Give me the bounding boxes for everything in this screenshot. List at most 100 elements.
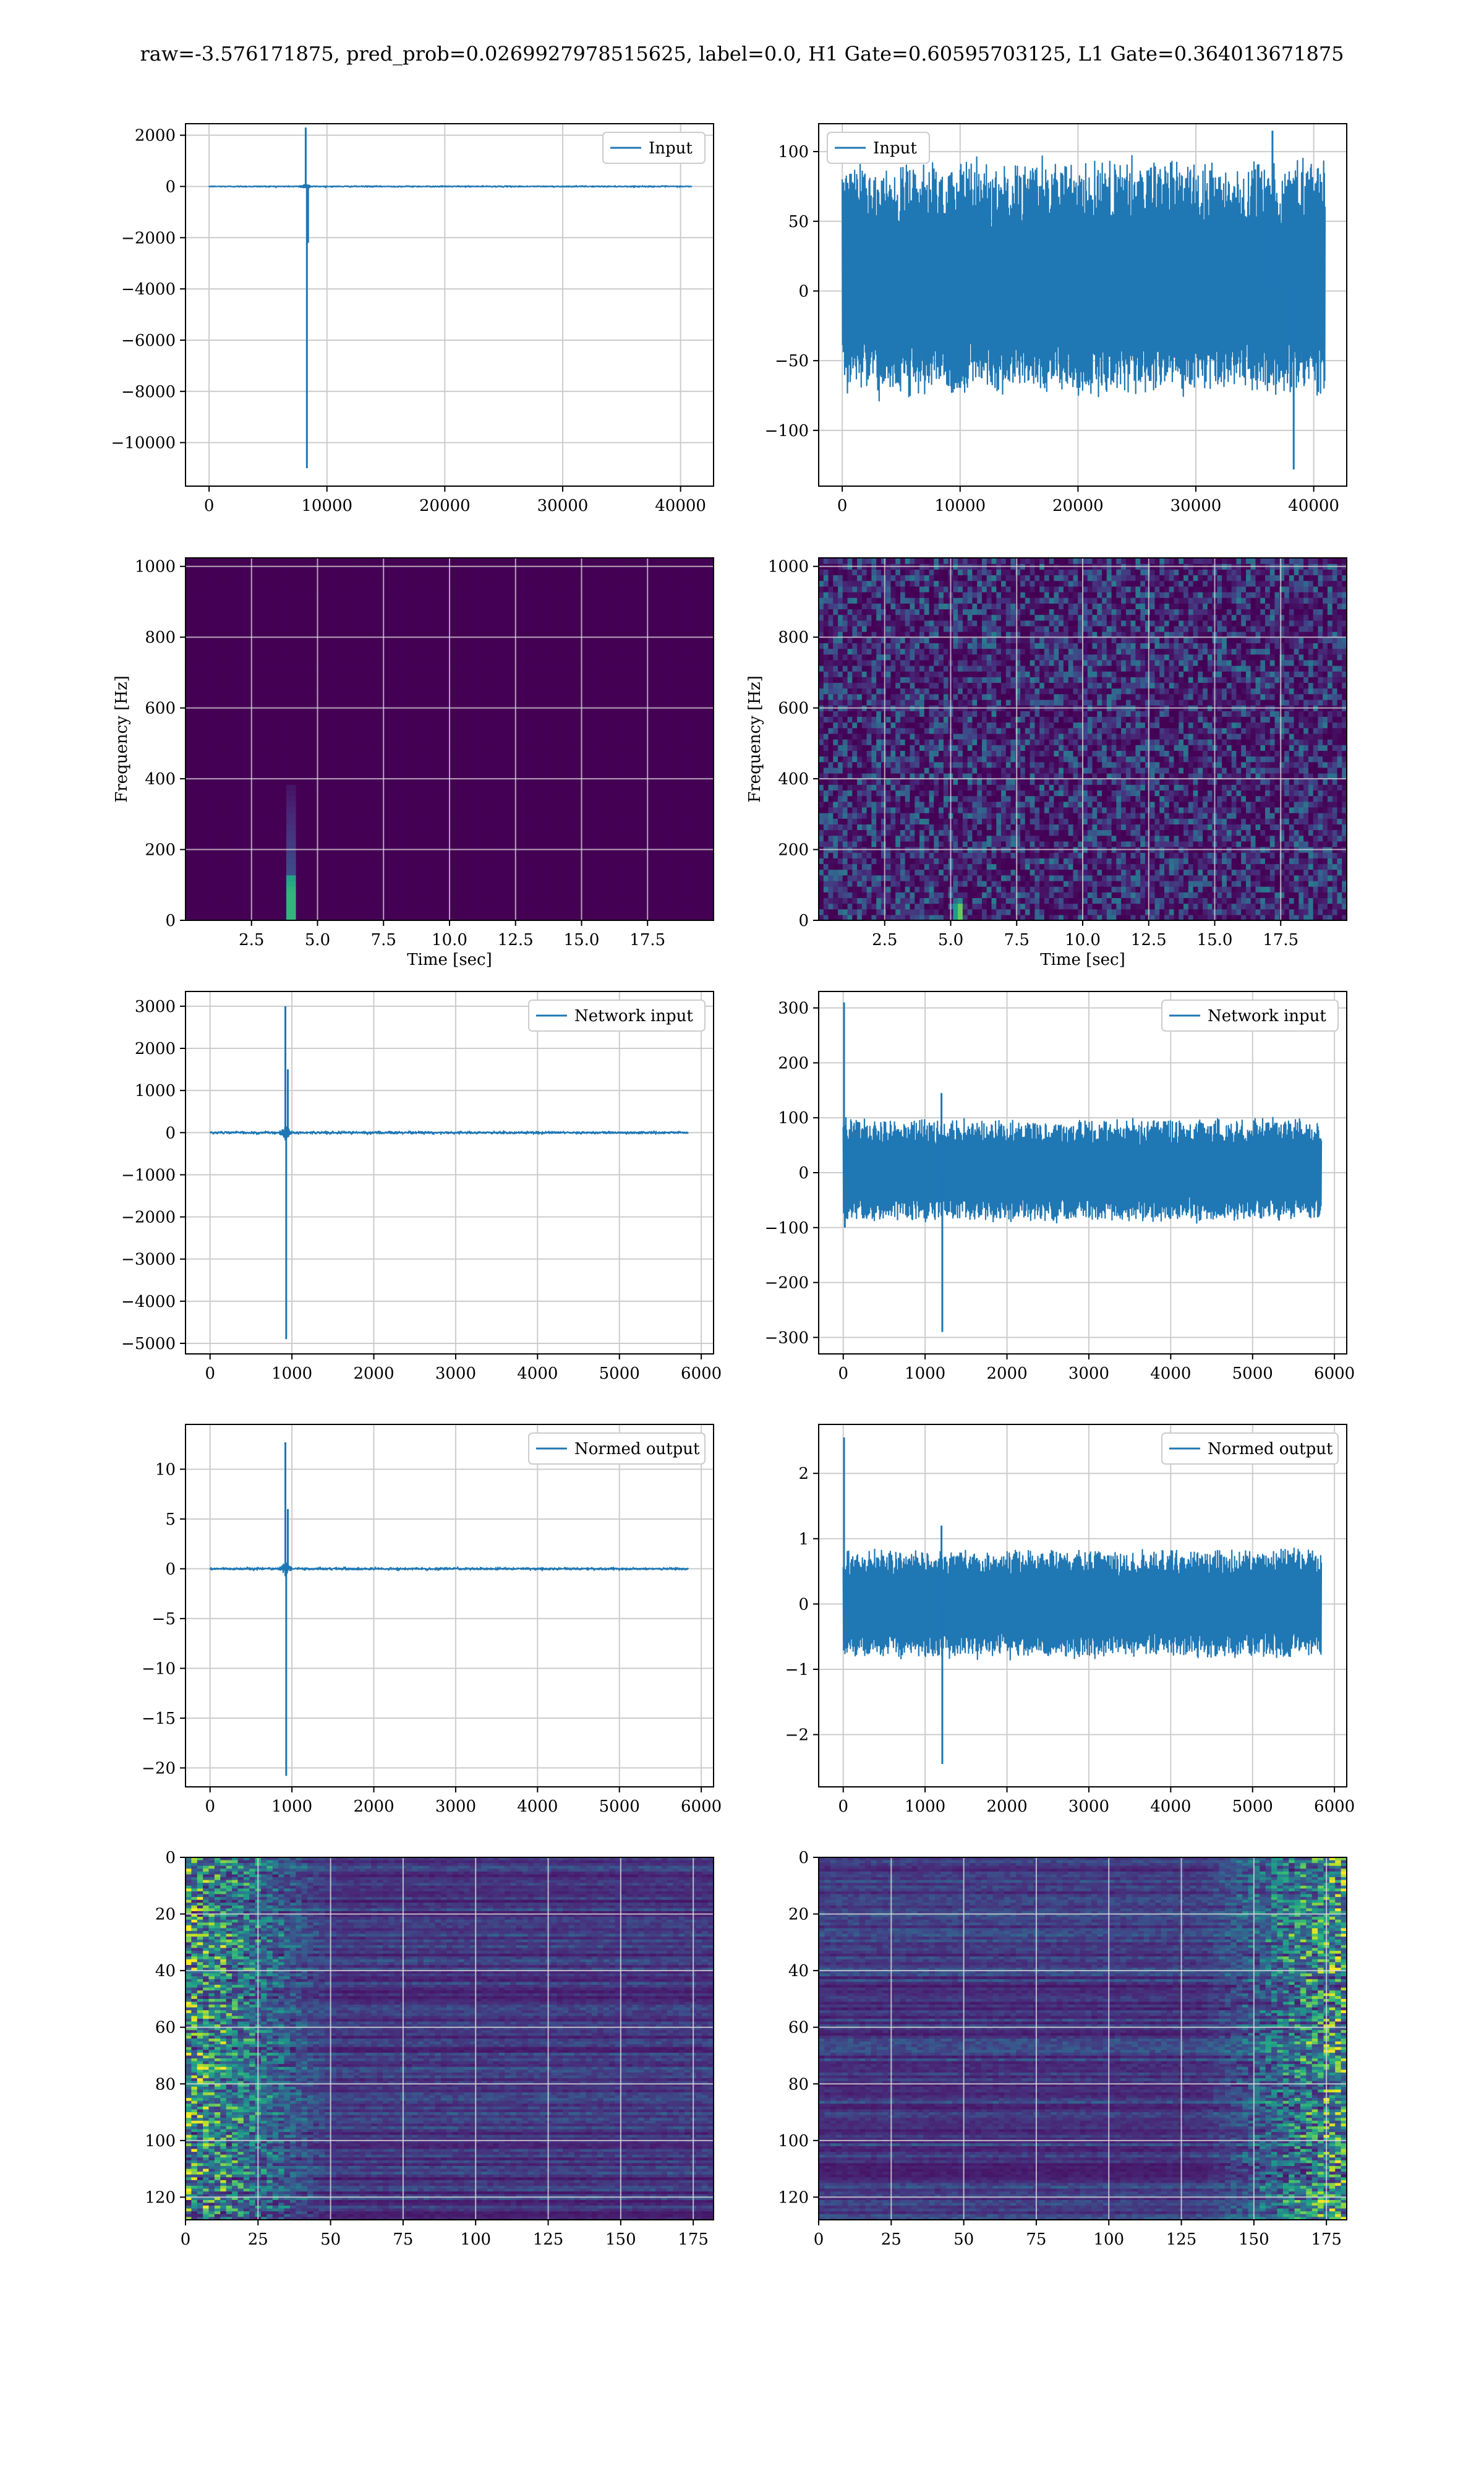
heatmap-cell [238, 909, 243, 915]
heatmap-cell [498, 603, 503, 609]
heatmap-cell [416, 762, 421, 768]
heatmap-cell [349, 807, 354, 813]
heatmap-cell [238, 745, 243, 751]
heatmap-cell [272, 649, 277, 655]
heatmap-cell [310, 592, 315, 598]
heatmap-cell [387, 881, 392, 887]
heatmap-cell [258, 734, 263, 740]
heatmap-cell [310, 569, 315, 575]
heatmap-cell [425, 784, 430, 790]
heatmap-cell [195, 671, 200, 677]
heatmap-cell [474, 603, 479, 609]
heatmap-cell [512, 558, 517, 564]
heatmap-cell [401, 904, 406, 910]
heatmap-cell [262, 654, 267, 661]
heatmap-cell [229, 784, 234, 790]
heatmap-cell [253, 813, 258, 819]
heatmap-cell [469, 666, 474, 672]
heatmap-cell [483, 784, 488, 790]
heatmap-cell [272, 558, 277, 564]
heatmap-cell [335, 818, 339, 824]
heatmap-cell [253, 739, 258, 745]
heatmap-cell [267, 615, 272, 621]
heatmap-cell [354, 807, 359, 813]
heatmap-cell [373, 818, 378, 824]
heatmap-cell [253, 881, 258, 887]
heatmap-cell [253, 892, 258, 898]
heatmap-cell [435, 575, 440, 581]
heatmap-cell [330, 824, 335, 830]
heatmap-cell [335, 637, 339, 643]
heatmap-cell [286, 863, 291, 870]
heatmap-cell [498, 592, 503, 598]
heatmap-cell [411, 603, 416, 609]
heatmap-cell [229, 813, 234, 819]
heatmap-cell [238, 620, 243, 627]
heatmap-cell [392, 728, 397, 734]
heatmap-cell [387, 739, 392, 745]
heatmap-cell [243, 586, 248, 593]
heatmap-cell [267, 649, 272, 655]
heatmap-cell [493, 892, 498, 898]
heatmap-cell [200, 586, 205, 593]
heatmap-cell [310, 603, 315, 609]
heatmap-cell [411, 841, 416, 847]
heatmap-cell [349, 863, 354, 870]
heatmap-cell [190, 666, 195, 672]
heatmap-cell [205, 688, 210, 695]
heatmap-cell [387, 904, 392, 910]
heatmap-cell [479, 581, 484, 587]
heatmap-cell [281, 592, 286, 598]
heatmap-cell [349, 569, 354, 575]
heatmap-cell [459, 728, 464, 734]
heatmap-cell [488, 875, 493, 881]
heatmap-cell [387, 909, 392, 915]
heatmap-cell [483, 734, 488, 740]
heatmap-cell [420, 711, 425, 717]
heatmap-cell [344, 818, 349, 824]
heatmap-cell [215, 643, 220, 649]
heatmap-cell [440, 682, 445, 688]
heatmap-cell [512, 637, 517, 643]
heatmap-cell [474, 694, 479, 700]
heatmap-cell [507, 824, 512, 830]
heatmap-cell [310, 615, 315, 621]
heatmap-cell [493, 909, 498, 915]
heatmap-cell [435, 734, 440, 740]
heatmap-cell [248, 586, 253, 593]
heatmap-cell [435, 620, 440, 627]
heatmap-cell [440, 762, 445, 768]
heatmap-cell [267, 734, 272, 740]
heatmap-cell [243, 852, 248, 858]
heatmap-cell [517, 745, 522, 751]
heatmap-cell [258, 779, 263, 785]
heatmap-cell [469, 909, 474, 915]
heatmap-cell [435, 569, 440, 575]
heatmap-cell [248, 796, 253, 802]
heatmap-cell [205, 818, 210, 824]
heatmap-cell [373, 654, 378, 661]
heatmap-cell [277, 734, 282, 740]
heatmap-cell [210, 875, 215, 881]
heatmap-cell [454, 784, 459, 790]
heatmap-cell [200, 875, 205, 881]
heatmap-cell [248, 671, 253, 677]
heatmap-cell [344, 615, 349, 621]
heatmap-cell [277, 649, 282, 655]
heatmap-cell [483, 581, 488, 587]
heatmap-cell [440, 802, 445, 808]
heatmap-cell [493, 734, 498, 740]
heatmap-cell [450, 852, 454, 858]
heatmap-cell [507, 728, 512, 734]
heatmap-cell [330, 626, 335, 632]
heatmap-cell [253, 756, 258, 763]
heatmap-cell [507, 892, 512, 898]
heatmap-cell [305, 818, 310, 824]
heatmap-cell [488, 716, 493, 722]
heatmap-cell [186, 569, 190, 575]
heatmap-cell [267, 886, 272, 892]
heatmap-cell [483, 750, 488, 756]
heatmap-cell [435, 768, 440, 774]
heatmap-cell [416, 892, 421, 898]
heatmap-cell [406, 904, 411, 910]
